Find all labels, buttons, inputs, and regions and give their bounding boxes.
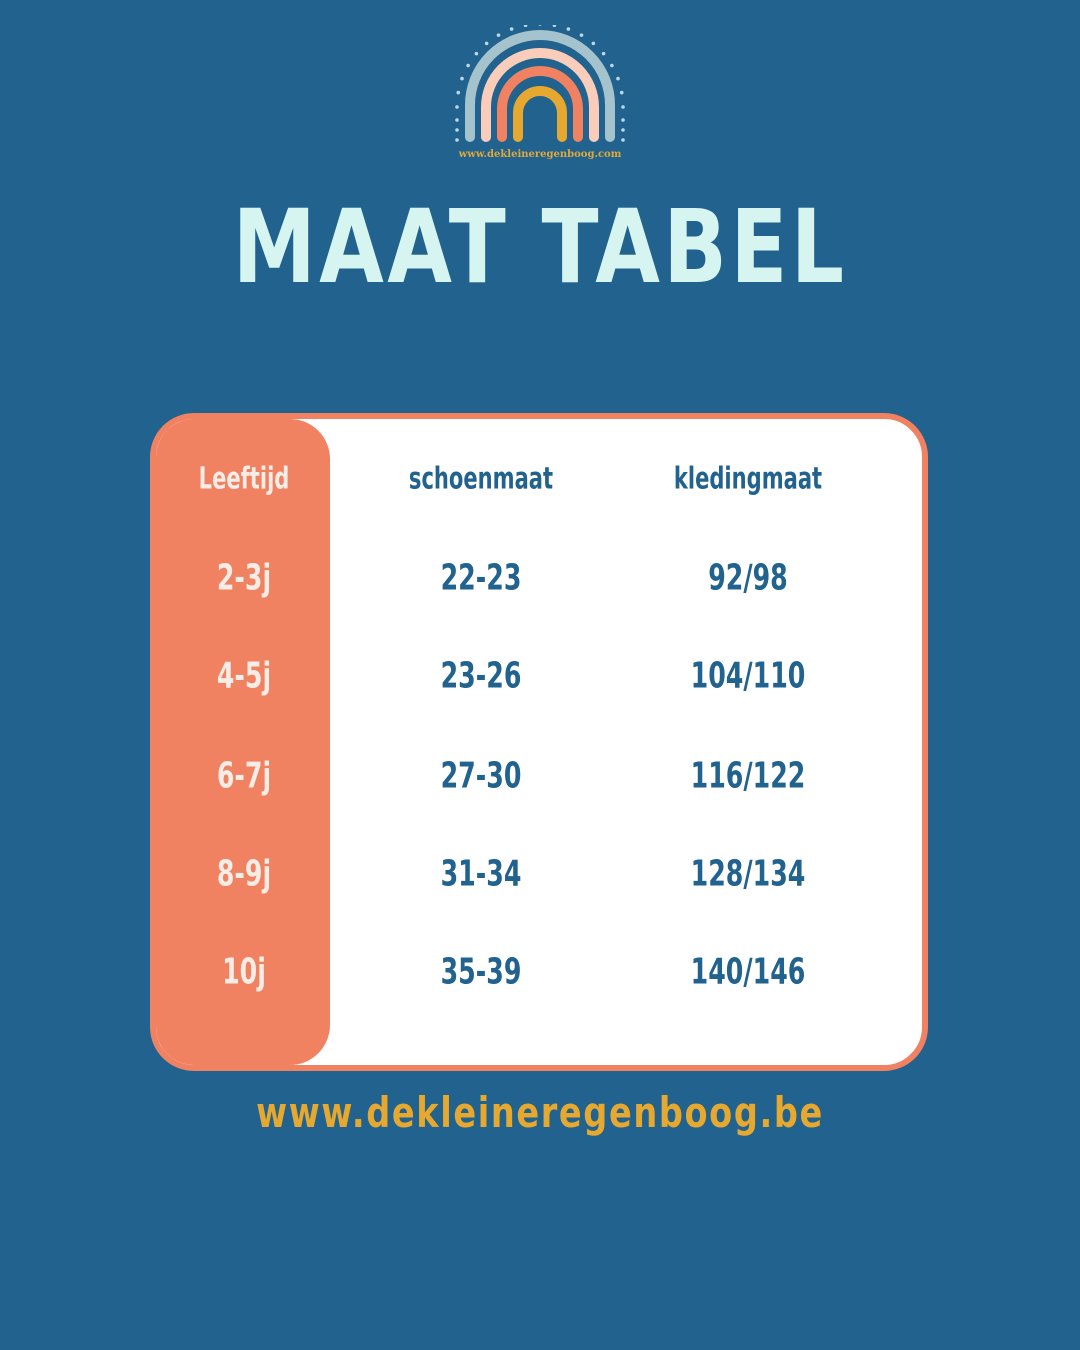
logo-dot	[509, 27, 514, 31]
row-clothing-size: 116/122	[690, 755, 806, 797]
logo-dot	[484, 41, 489, 46]
row-shoe-size: 27-30	[440, 755, 522, 797]
logo-dot	[621, 138, 625, 142]
logo-dot	[455, 128, 459, 132]
logo-dot	[552, 25, 557, 28]
logo-dot	[455, 118, 459, 122]
logo-dot	[621, 118, 625, 122]
logo-dot	[496, 33, 501, 37]
logo-dot	[621, 105, 625, 109]
logo-dot	[455, 138, 459, 142]
logo-dot	[621, 128, 625, 132]
row-shoe-size: 35-39	[440, 951, 522, 993]
row-shoe-size: 23-26	[440, 655, 522, 697]
header-shoe-size: schoenmaat	[408, 461, 554, 497]
logo-dot	[591, 41, 596, 46]
logo-dot	[474, 51, 479, 56]
rainbow-logo	[455, 25, 625, 142]
age-column	[156, 419, 330, 1065]
row-shoe-size: 22-23	[440, 557, 522, 599]
size-table: Leeftijd schoenmaat kledingmaat 2-3j 22-2…	[150, 413, 928, 1071]
logo-dot	[579, 33, 584, 37]
logo-dot	[616, 76, 620, 81]
row-clothing-size: 104/110	[690, 655, 806, 697]
logo-dot	[601, 51, 606, 56]
logo-dot	[610, 63, 614, 68]
row-clothing-size: 140/146	[690, 951, 806, 993]
row-clothing-size: 92/98	[708, 557, 788, 599]
logo-dot	[460, 76, 464, 81]
page-title: MAAT TABEL	[232, 188, 848, 307]
logo-dot	[455, 105, 459, 109]
row-clothing-size: 128/134	[690, 853, 806, 895]
logo-dot	[456, 90, 461, 95]
header-age: Leeftijd	[198, 461, 290, 497]
logo-dot	[523, 25, 528, 28]
logo-dot	[619, 90, 624, 95]
logo-dot	[566, 27, 571, 31]
row-age: 8-9j	[216, 853, 272, 895]
footer-url: www.dekleineregenboog.be	[256, 1088, 824, 1137]
row-age: 6-7j	[216, 755, 272, 797]
row-shoe-size: 31-34	[440, 853, 522, 895]
logo-dot	[538, 25, 542, 26]
row-age: 2-3j	[216, 557, 272, 599]
logo-dot	[466, 63, 470, 68]
row-age: 10j	[222, 951, 266, 993]
row-age: 4-5j	[216, 655, 272, 697]
header-clothing-size: kledingmaat	[673, 461, 823, 497]
logo-url-text: www.dekleineregenboog.com	[458, 149, 622, 160]
